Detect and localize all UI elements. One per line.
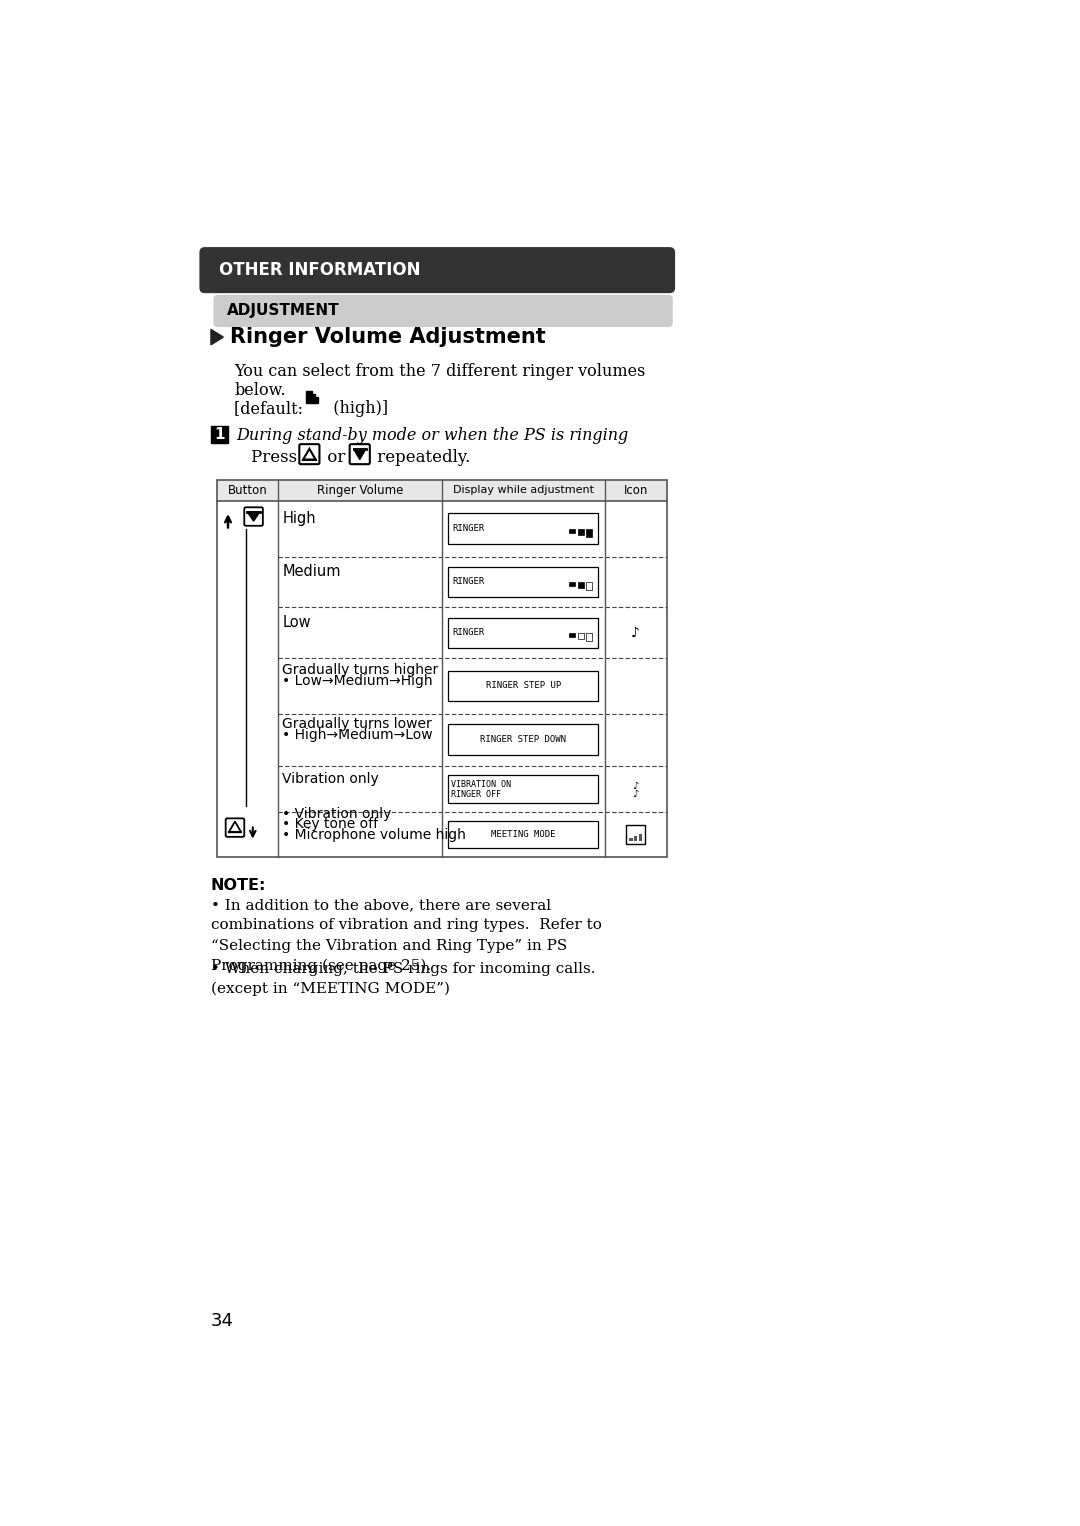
Text: [default:: [default:	[234, 400, 308, 417]
Bar	[448, 618, 598, 649]
Bar	[569, 581, 576, 586]
Text: You can select from the 7 different ringer volumes: You can select from the 7 different ring…	[234, 363, 646, 380]
Text: Low: Low	[282, 615, 311, 630]
Bar	[217, 479, 666, 858]
Text: 34: 34	[211, 1312, 234, 1331]
Text: MEETING MODE: MEETING MODE	[491, 830, 555, 839]
Text: • Microphone volume high: • Microphone volume high	[282, 829, 467, 842]
Bar	[638, 833, 642, 841]
Text: VIBRATION ON: VIBRATION ON	[451, 780, 511, 789]
Text: High: High	[282, 511, 315, 526]
Text: Press: Press	[252, 449, 302, 465]
Text: Vibration only: Vibration only	[282, 772, 379, 786]
Text: below.: below.	[234, 382, 286, 398]
Text: OTHER INFORMATION: OTHER INFORMATION	[218, 261, 420, 279]
Bar	[569, 530, 576, 533]
Bar	[217, 479, 666, 501]
Text: RINGER STEP UP: RINGER STEP UP	[486, 682, 561, 690]
Bar	[630, 838, 633, 841]
Text: Button: Button	[228, 484, 267, 497]
Text: Medium: Medium	[282, 565, 341, 578]
FancyBboxPatch shape	[200, 247, 674, 293]
Bar	[578, 530, 583, 536]
Text: • When charging, the PS rings for incoming calls.
(except in “MEETING MODE”): • When charging, the PS rings for incomi…	[211, 961, 595, 996]
Polygon shape	[211, 330, 224, 345]
Text: RINGER: RINGER	[451, 525, 484, 534]
Text: • Low→Medium→High: • Low→Medium→High	[282, 674, 433, 688]
FancyBboxPatch shape	[244, 507, 262, 526]
Text: or: or	[322, 449, 350, 465]
Text: RINGER OFF: RINGER OFF	[451, 789, 501, 798]
Text: • High→Medium→Low: • High→Medium→Low	[282, 728, 433, 742]
Bar	[306, 394, 314, 398]
Bar	[211, 426, 228, 443]
FancyBboxPatch shape	[226, 818, 244, 836]
Text: • Vibration only: • Vibration only	[282, 807, 392, 821]
Bar	[586, 581, 592, 591]
Bar	[586, 633, 592, 641]
Text: Ringer Volume: Ringer Volume	[316, 484, 403, 497]
FancyBboxPatch shape	[299, 444, 320, 464]
Bar	[634, 836, 637, 841]
FancyBboxPatch shape	[350, 444, 369, 464]
Polygon shape	[353, 449, 366, 459]
Text: RINGER: RINGER	[451, 577, 484, 586]
Bar	[448, 775, 598, 803]
Text: (high)]: (high)]	[323, 400, 388, 417]
Text: During stand-by mode or when the PS is ringing: During stand-by mode or when the PS is r…	[235, 427, 627, 444]
Text: Gradually turns lower: Gradually turns lower	[282, 717, 432, 731]
Bar	[306, 391, 312, 394]
Text: repeatedly.: repeatedly.	[373, 449, 471, 465]
Text: • Key tone off: • Key tone off	[282, 818, 378, 832]
Text: ADJUSTMENT: ADJUSTMENT	[227, 304, 339, 319]
Bar	[448, 566, 598, 597]
Bar	[578, 581, 583, 588]
Text: ♪: ♪	[633, 789, 638, 798]
FancyBboxPatch shape	[214, 296, 672, 327]
Bar	[448, 725, 598, 755]
Bar	[448, 670, 598, 702]
Bar	[586, 530, 592, 537]
Text: ♪: ♪	[631, 626, 640, 639]
Text: RINGER STEP DOWN: RINGER STEP DOWN	[481, 736, 566, 745]
Text: RINGER: RINGER	[451, 629, 484, 638]
Bar	[448, 821, 598, 848]
Bar	[578, 633, 583, 639]
Text: NOTE:: NOTE:	[211, 879, 267, 893]
Bar	[306, 397, 318, 403]
Text: 1: 1	[214, 427, 225, 441]
Text: Ringer Volume Adjustment: Ringer Volume Adjustment	[230, 327, 545, 346]
Polygon shape	[247, 511, 260, 522]
Text: Display while adjustment: Display while adjustment	[453, 485, 594, 496]
Bar	[448, 513, 598, 545]
Text: ♪: ♪	[633, 781, 638, 790]
Text: Icon: Icon	[623, 484, 648, 497]
Bar	[626, 826, 645, 844]
Text: • In addition to the above, there are several
combinations of vibration and ring: • In addition to the above, there are se…	[211, 899, 602, 974]
Bar	[569, 633, 576, 636]
Text: Gradually turns higher: Gradually turns higher	[282, 664, 438, 678]
